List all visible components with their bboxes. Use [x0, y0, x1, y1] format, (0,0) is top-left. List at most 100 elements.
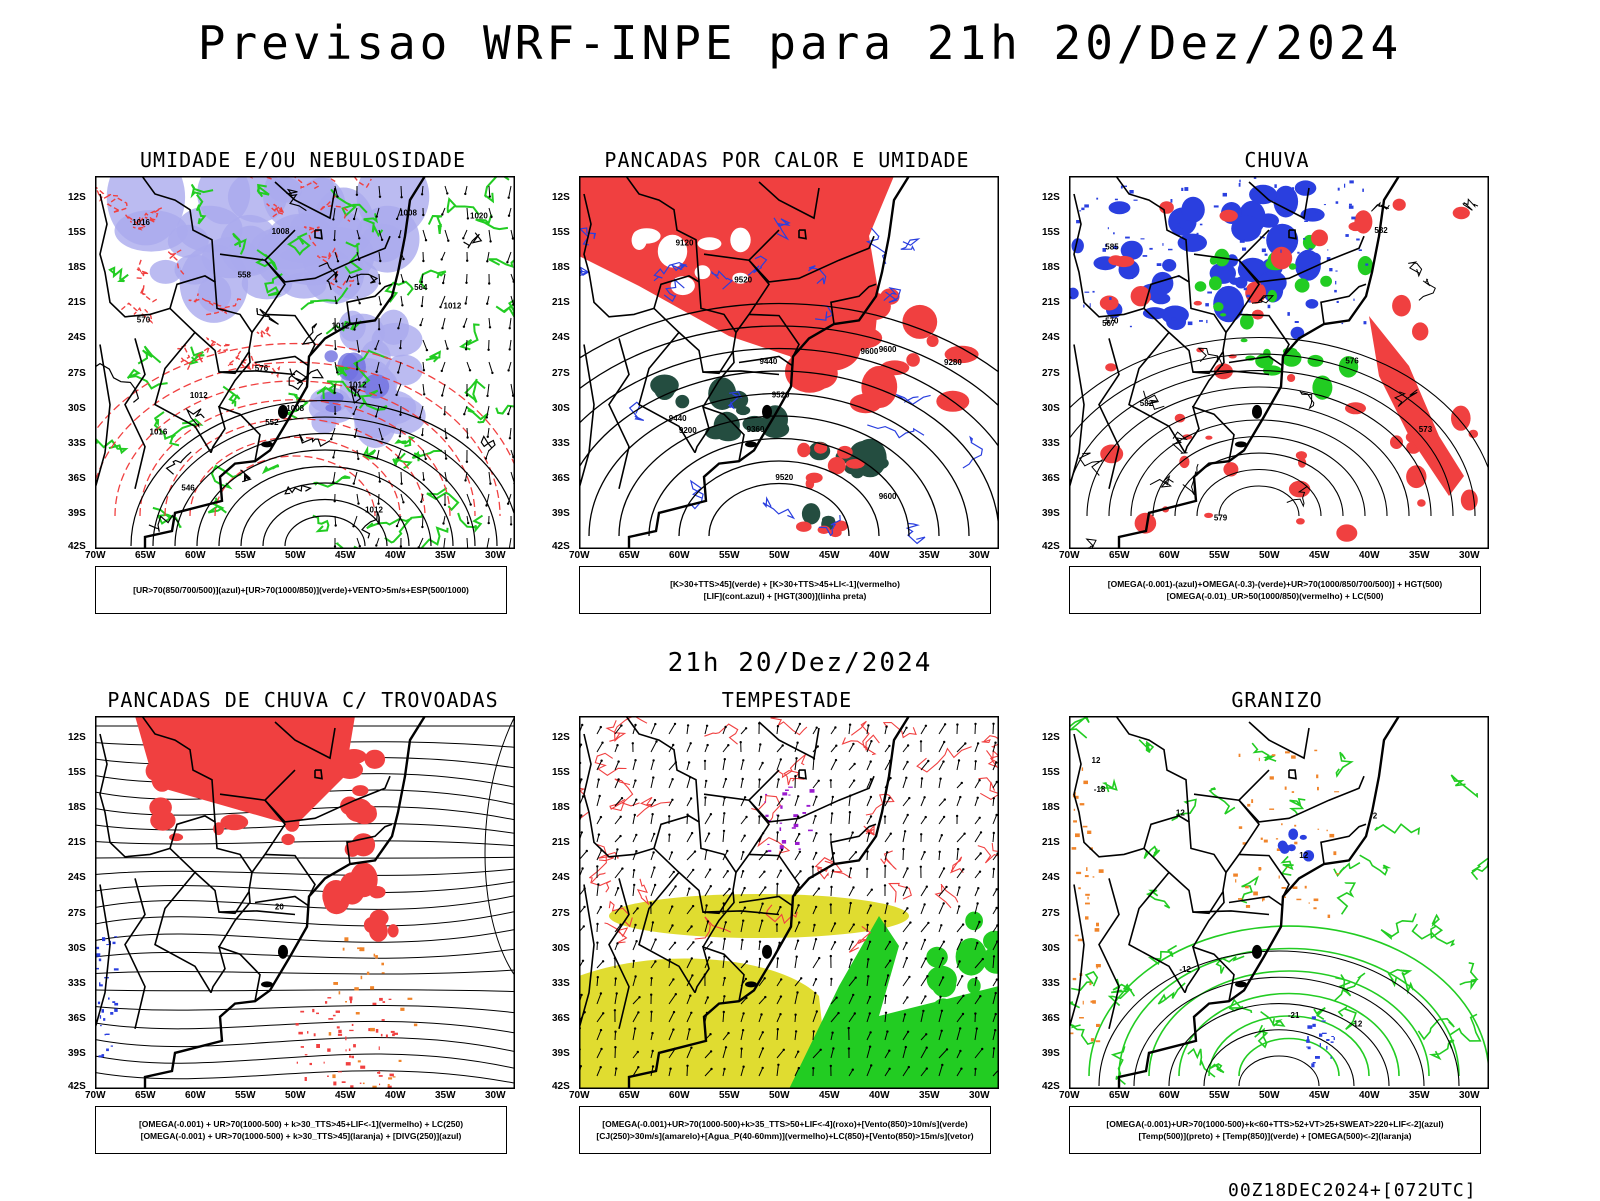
- wind-vector-850: [780, 870, 782, 872]
- longitude-label: 65W: [619, 1090, 640, 1101]
- showers-speck: [333, 982, 338, 985]
- hail-speck: [1306, 1039, 1310, 1043]
- wind-vector: [442, 282, 444, 284]
- wind-vector-850: [853, 763, 855, 765]
- hail-speck: [1307, 1036, 1309, 1040]
- wind-vector-850: [923, 796, 925, 798]
- omega-500-speck: [1291, 755, 1296, 758]
- wind-vector-850: [724, 758, 726, 760]
- wind-vector: [485, 457, 487, 459]
- wind-vector-850: [759, 958, 761, 960]
- wind-vector-850: [835, 997, 837, 999]
- wind-vector: [464, 479, 466, 481]
- thunderstorm-area: [275, 787, 303, 808]
- thunderstorm-area: [307, 744, 327, 756]
- wind-vector-850: [725, 1046, 727, 1048]
- wind-vector-850: [653, 866, 655, 868]
- omega-500-speck: [1253, 892, 1258, 896]
- wind-vector-850: [850, 902, 852, 904]
- lagoon: [1235, 441, 1247, 447]
- wind-vector: [421, 434, 423, 436]
- wind-vector-850: [652, 921, 654, 923]
- wind-vector-850: [867, 958, 869, 960]
- wind-vector-850: [959, 796, 961, 798]
- omega-weak-speck: [1232, 229, 1234, 231]
- wind-vector: [375, 415, 377, 417]
- wind-vector-850: [870, 815, 872, 817]
- thunderstorm-speck: [346, 1049, 347, 1051]
- omega-strong-area: [1320, 276, 1332, 287]
- omega-weak-speck: [1314, 253, 1316, 256]
- wind-vector: [397, 456, 399, 458]
- wind-vector-850: [586, 850, 588, 852]
- longitude-label: 70W: [569, 1090, 590, 1101]
- wind-vector-850: [794, 775, 796, 777]
- omega-weak-speck: [1162, 288, 1167, 290]
- wind-vector: [467, 428, 468, 438]
- wind-vector-850: [634, 759, 636, 761]
- latitude-label: 27S: [1042, 368, 1060, 379]
- wind-vector-850: [907, 814, 909, 816]
- wind-vector-850: [655, 740, 657, 742]
- wind-vector-850: [887, 974, 889, 976]
- omega-weak-speck: [1146, 316, 1150, 318]
- wind-vector-850: [834, 941, 836, 943]
- wind-vector: [399, 347, 401, 349]
- latitude-label: 18S: [552, 802, 570, 813]
- latitude-label: 33S: [68, 978, 86, 989]
- omega-500-speck: [1314, 899, 1319, 902]
- wind-vector: [467, 522, 469, 524]
- storm-area: [780, 823, 783, 824]
- wind-vector-850: [654, 884, 656, 886]
- panel-legend: [OMEGA(-0.001)+UR>70(1000-500)+k>35_TTS>…: [579, 1106, 991, 1154]
- latitude-label: 27S: [552, 368, 570, 379]
- wind-vector: [375, 371, 377, 373]
- contour-label: 570: [137, 315, 151, 324]
- wind-vector: [465, 282, 467, 284]
- wind-vector-850: [742, 851, 744, 853]
- wind-vector-850: [909, 921, 911, 923]
- wind-vector-850: [652, 851, 654, 853]
- wind-vector: [441, 370, 443, 372]
- wind-vector-850: [977, 887, 979, 889]
- omega-weak-speck: [1287, 312, 1290, 316]
- omega-weak-speck: [1265, 254, 1268, 256]
- wind-vector-850: [616, 848, 618, 850]
- wind-vector-850: [742, 759, 744, 761]
- wind-vector-850: [905, 942, 907, 944]
- wind-vector-850: [942, 760, 944, 762]
- thunderstorm-speck: [300, 1011, 304, 1013]
- wind-vector-850: [964, 742, 966, 744]
- latitude-label: 12S: [1042, 732, 1060, 743]
- wind-vector: [508, 197, 510, 199]
- omega-500-speck: [1261, 838, 1263, 840]
- wind-vector-850: [926, 886, 928, 888]
- latitude-label: 18S: [1042, 802, 1060, 813]
- omega-weak-speck: [1181, 188, 1183, 191]
- legend-line: [OMEGA(-0.001)+UR>70(1000-500)+k<60+TTS>…: [1106, 1118, 1443, 1130]
- wind-vector-850: [617, 778, 619, 780]
- longitude-label: 55W: [235, 550, 256, 561]
- contour-label: 558: [238, 271, 252, 280]
- wind-vector-850: [710, 941, 712, 943]
- omega-weak-area: [1295, 180, 1317, 195]
- longitude-label: 35W: [919, 1090, 940, 1101]
- wind-vector-850: [995, 761, 997, 763]
- rain-humidity-area: [1289, 481, 1310, 498]
- omega-weak-speck: [1311, 276, 1315, 278]
- thunderstorm-area: [369, 920, 388, 941]
- wind-vector-850: [924, 939, 926, 941]
- wind-vector-850: [943, 741, 945, 743]
- wind-vector-850: [600, 726, 602, 728]
- showers-speck: [361, 976, 363, 979]
- wind-vector: [356, 194, 358, 196]
- wind-vector-850: [636, 907, 638, 909]
- longitude-label: 30W: [969, 550, 990, 561]
- wind-vector-850: [602, 960, 604, 962]
- wind-vector: [336, 195, 338, 197]
- wind-vector-850: [617, 760, 619, 762]
- thunderstorm-speck: [352, 1056, 355, 1059]
- divergence-speck: [108, 998, 110, 1000]
